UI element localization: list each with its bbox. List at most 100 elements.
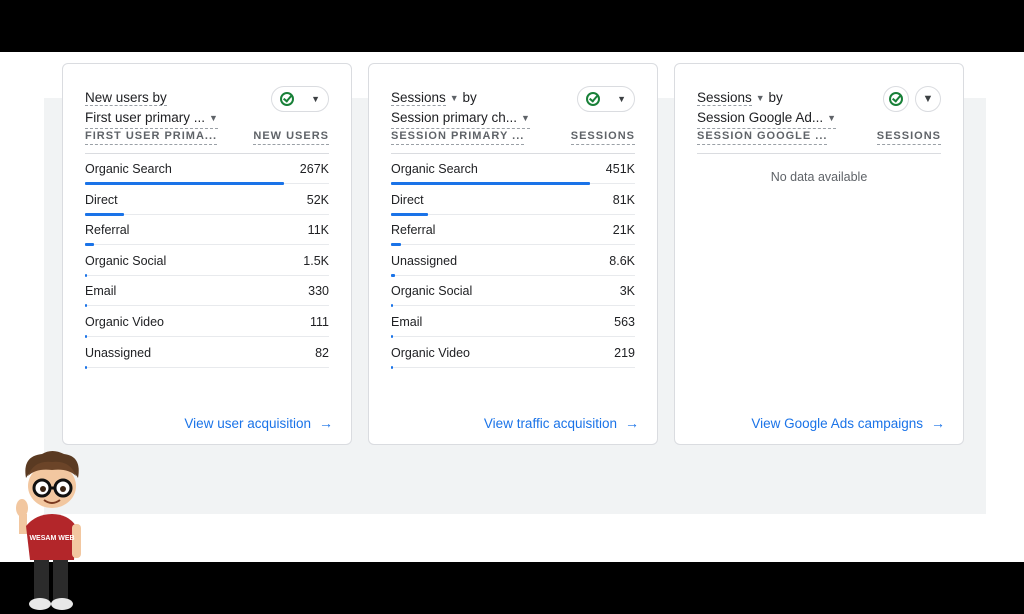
row-share-bar (85, 273, 87, 277)
dimension-column-header[interactable]: FIRST USER PRIMA... (85, 130, 218, 145)
table-row[interactable]: Organic Search 451K (391, 158, 635, 189)
title-connector: by (768, 90, 783, 105)
arrow-right-icon[interactable]: → (625, 415, 639, 431)
metric-selector[interactable]: Sessions (697, 90, 752, 106)
table-row[interactable]: Unassigned 82 (85, 342, 329, 373)
row-value: 111 (309, 314, 329, 329)
row-share-bar (85, 243, 94, 247)
row-divider (391, 244, 635, 246)
table-row[interactable]: Referral 11K (85, 219, 329, 250)
metric-column-header[interactable]: SESSIONS (876, 130, 941, 145)
mascot-character: WESAM WEB (16, 451, 81, 610)
table-row[interactable]: Organic Search 267K (85, 158, 329, 189)
table-row[interactable]: Direct 52K (85, 189, 329, 220)
chevron-down-icon[interactable]: ▼ (617, 94, 626, 104)
check-circle-icon[interactable] (586, 92, 600, 106)
row-share-bar (85, 304, 87, 308)
view-user-acquisition-link[interactable]: View user acquisition → (184, 415, 333, 431)
row-value: 563 (614, 314, 635, 329)
dimension-selector[interactable]: First user primary ... (85, 110, 206, 125)
view-google-ads-campaigns-link[interactable]: View Google Ads campaigns → (751, 415, 945, 431)
table-row[interactable]: Organic Social 1.5K (85, 250, 329, 281)
row-label: Organic Social (85, 253, 167, 268)
row-share-bar (85, 212, 124, 216)
table-row[interactable]: Organic Video 219 (391, 342, 635, 373)
column-headers: FIRST USER PRIMA... NEW USERS (85, 130, 329, 145)
chevron-down-icon[interactable]: ▼ (449, 93, 459, 103)
arrow-right-icon[interactable]: → (319, 415, 333, 431)
header-divider (697, 153, 941, 154)
dimension-column-header[interactable]: SESSION PRIMARY ... (391, 130, 525, 145)
row-divider (391, 335, 635, 337)
chevron-down-icon[interactable]: ▼ (311, 94, 320, 104)
card-controls: ▼ (883, 86, 941, 112)
link-label[interactable]: View Google Ads campaigns (751, 415, 923, 431)
table-row[interactable]: Email 563 (391, 311, 635, 342)
mascot-shirt-text: WESAM WEB (29, 535, 74, 542)
dimension-selector[interactable]: Session primary ch... (391, 110, 518, 125)
row-value: 219 (614, 345, 635, 360)
metric-column-header[interactable]: NEW USERS (253, 130, 329, 145)
data-rows: Organic Search 451K Direct 81K Referral 21K Un… (391, 158, 635, 372)
card-title[interactable]: Sessions ▼ by Session Google Ad... ▼ (697, 88, 887, 129)
row-divider (391, 305, 635, 307)
row-divider (391, 274, 635, 276)
row-value: 330 (308, 284, 329, 299)
row-divider (85, 213, 329, 215)
link-label[interactable]: View user acquisition (184, 415, 311, 431)
row-label: Organic Social (391, 284, 473, 299)
row-divider (85, 366, 329, 368)
compare-control[interactable]: ▼ (577, 86, 635, 112)
row-share-bar (391, 182, 590, 185)
row-value: 8.6K (609, 253, 635, 268)
table-row[interactable]: Unassigned 8.6K (391, 250, 635, 281)
table-row[interactable]: Organic Social 3K (391, 280, 635, 311)
column-headers: SESSION PRIMARY ... SESSIONS (391, 130, 635, 145)
card-title[interactable]: Sessions ▼ by Session primary ch... ▼ (391, 88, 581, 129)
sessions-by-channel-card: Sessions ▼ by Session primary ch... ▼ ▼ SE… (368, 63, 658, 445)
view-traffic-acquisition-link[interactable]: View traffic acquisition → (484, 415, 639, 431)
row-value: 11K (307, 223, 329, 238)
filter-button[interactable]: ▼ (915, 86, 941, 112)
link-label[interactable]: View traffic acquisition (483, 415, 617, 431)
row-divider (85, 244, 329, 246)
metric-selector[interactable]: Sessions (391, 90, 446, 106)
table-row[interactable]: Referral 21K (391, 219, 635, 250)
row-divider (85, 274, 329, 276)
chevron-down-icon[interactable]: ▼ (755, 93, 765, 103)
table-row[interactable]: Organic Video 111 (85, 311, 329, 342)
header-divider (391, 153, 635, 154)
row-label: Organic Video (85, 314, 164, 329)
row-share-bar (391, 273, 395, 277)
chevron-down-icon[interactable]: ▼ (209, 113, 218, 123)
sessions-by-google-ads-card: Sessions ▼ by Session Google Ad... ▼ ▼ SES… (674, 63, 964, 445)
compare-control[interactable]: ▼ (271, 86, 329, 112)
row-divider (391, 366, 635, 368)
row-divider (85, 335, 329, 337)
table-row[interactable]: Email 330 (85, 280, 329, 311)
row-share-bar (85, 334, 87, 338)
new-users-card: New users by First user primary ... ▼ ▼ F… (62, 63, 352, 445)
data-rows: Organic Search 267K Direct 52K Referral 11K Or… (85, 158, 329, 372)
chevron-down-icon[interactable]: ▼ (521, 113, 530, 123)
row-label: Referral (85, 223, 130, 238)
empty-state-text: No data available (770, 170, 868, 184)
metric-selector[interactable]: New users by (85, 90, 167, 106)
check-circle-icon[interactable] (280, 92, 294, 106)
card-title[interactable]: New users by First user primary ... ▼ (85, 88, 275, 129)
chevron-down-icon[interactable]: ▼ (827, 113, 837, 123)
row-value: 451K (605, 162, 635, 176)
row-share-bar (85, 365, 87, 369)
row-value: 267K (299, 162, 329, 176)
table-row[interactable]: Direct 81K (391, 189, 635, 220)
compare-button[interactable] (883, 86, 909, 112)
metric-column-header[interactable]: SESSIONS (570, 130, 635, 145)
dimension-selector[interactable]: Session Google Ad... (697, 110, 824, 125)
dimension-column-header[interactable]: SESSION GOOGLE ... (697, 130, 828, 145)
row-label: Email (85, 284, 117, 299)
row-label: Direct (85, 192, 118, 207)
row-divider (85, 305, 329, 307)
row-value: 81K (612, 192, 635, 207)
arrow-right-icon[interactable]: → (931, 415, 945, 431)
row-share-bar (391, 365, 393, 369)
